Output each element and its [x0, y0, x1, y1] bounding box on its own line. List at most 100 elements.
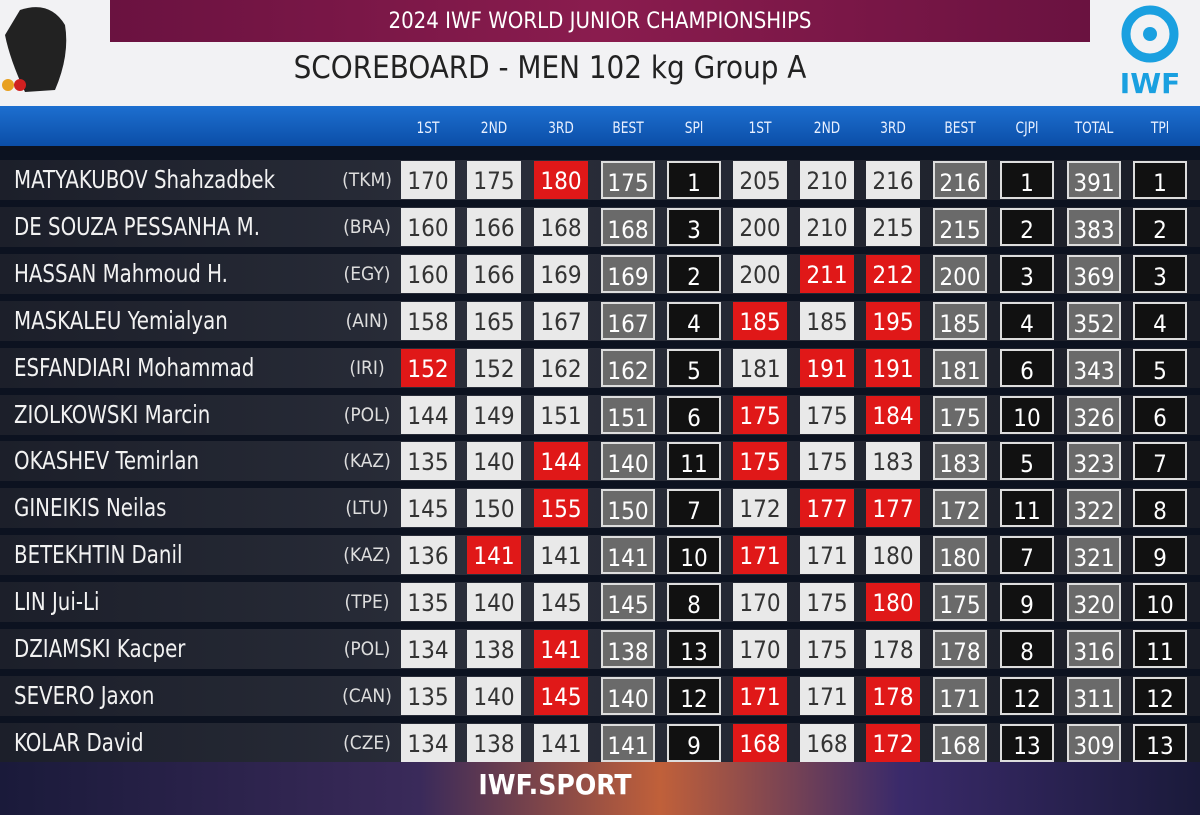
cj-attempt: 175 [800, 630, 854, 668]
nation: (CAN) [342, 684, 392, 707]
snatch-best: 140 [601, 676, 655, 715]
snatch-attempt: 140 [467, 676, 521, 715]
column-header: 1ST [748, 118, 772, 137]
cj-attempt: 178 [866, 676, 920, 715]
total-rank: 12 [1133, 676, 1187, 715]
cj-attempt: 185 [733, 301, 787, 340]
nation: (TKM) [342, 169, 392, 191]
nation: (CZE) [343, 731, 391, 754]
snatch-attempt: 141 [467, 536, 521, 575]
athlete-name: LIN Jui-Li [14, 587, 100, 617]
cj-rank: 3 [1000, 254, 1054, 293]
snatch-rank: 1 [667, 161, 721, 199]
cj-rank: 2 [1000, 207, 1054, 246]
cj-best: 178 [933, 630, 987, 668]
snatch-rank: 8 [667, 583, 721, 622]
cj-attempt: 177 [800, 489, 854, 528]
snatch-attempt: 180 [534, 161, 588, 199]
cj-attempt: 216 [866, 161, 920, 199]
snatch-best: 145 [601, 583, 655, 622]
cj-rank: 11 [1000, 489, 1054, 528]
snatch-rank: 10 [667, 536, 721, 575]
cj-attempt: 171 [733, 676, 787, 715]
snatch-attempt: 144 [534, 442, 588, 481]
cj-attempt: 171 [800, 676, 854, 715]
cj-attempt: 168 [800, 723, 854, 762]
athlete-name: MASKALEU Yemialyan [14, 305, 228, 335]
athlete-name: KOLAR David [14, 727, 144, 757]
cj-rank: 1 [1000, 161, 1054, 199]
cj-best: 175 [933, 395, 987, 434]
total-rank: 9 [1133, 536, 1187, 575]
snatch-best: 141 [601, 536, 655, 575]
cj-attempt: 200 [733, 207, 787, 246]
column-header: CJPl [1015, 118, 1039, 137]
snatch-best: 167 [601, 301, 655, 340]
cj-attempt: 195 [866, 301, 920, 340]
snatch-rank: 4 [667, 301, 721, 340]
cj-rank: 10 [1000, 395, 1054, 434]
snatch-attempt: 149 [467, 395, 521, 434]
athlete-name: HASSAN Mahmoud H. [14, 258, 228, 288]
snatch-best: 150 [601, 489, 655, 528]
snatch-best: 138 [601, 630, 655, 668]
snatch-attempt: 145 [534, 583, 588, 622]
snatch-attempt: 152 [467, 348, 521, 387]
athlete-name: BETEKHTIN Danil [14, 540, 183, 570]
cj-attempt: 175 [800, 583, 854, 622]
cj-rank: 9 [1000, 583, 1054, 622]
snatch-attempt: 135 [401, 676, 455, 715]
total: 321 [1067, 536, 1121, 575]
cj-attempt: 210 [800, 207, 854, 246]
snatch-attempt: 140 [467, 583, 521, 622]
nation: (KAZ) [343, 450, 391, 473]
cj-attempt: 170 [733, 583, 787, 622]
snatch-rank: 5 [667, 348, 721, 387]
snatch-attempt: 141 [534, 723, 588, 762]
nation: (IRI) [349, 356, 385, 379]
cj-attempt: 171 [733, 536, 787, 575]
cj-attempt: 181 [733, 348, 787, 387]
column-header-bar [0, 106, 1200, 146]
snatch-best: 162 [601, 348, 655, 387]
snatch-best: 169 [601, 254, 655, 293]
snatch-attempt: 167 [534, 301, 588, 340]
snatch-attempt: 158 [401, 301, 455, 340]
cj-rank: 5 [1000, 442, 1054, 481]
event-title: 2024 IWF WORLD JUNIOR CHAMPIONSHIPS [388, 9, 812, 34]
total: 309 [1067, 723, 1121, 762]
total-rank: 4 [1133, 301, 1187, 340]
total: 343 [1067, 348, 1121, 387]
snatch-rank: 3 [667, 207, 721, 246]
snatch-attempt: 136 [401, 536, 455, 575]
nation: (POL) [343, 638, 391, 660]
total-rank: 2 [1133, 207, 1187, 246]
column-header: 2ND [480, 118, 508, 137]
total-rank: 8 [1133, 489, 1187, 528]
cj-rank: 4 [1000, 301, 1054, 340]
cj-attempt: 178 [866, 630, 920, 668]
cj-attempt: 184 [866, 395, 920, 434]
nation: (AIN) [345, 309, 389, 332]
iwf-logo: IWF [1120, 5, 1180, 100]
cj-attempt: 180 [866, 536, 920, 575]
snatch-rank: 7 [667, 489, 721, 528]
column-header: 3RD [548, 118, 574, 137]
cj-best: 175 [933, 583, 987, 622]
cj-attempt: 211 [800, 254, 854, 293]
snatch-attempt: 134 [401, 630, 455, 668]
snatch-attempt: 145 [534, 676, 588, 715]
cj-attempt: 200 [733, 254, 787, 293]
footer-bar [0, 762, 1200, 815]
snatch-attempt: 162 [534, 348, 588, 387]
cj-attempt: 172 [733, 489, 787, 528]
cj-attempt: 175 [800, 442, 854, 481]
total: 316 [1067, 630, 1121, 668]
total: 326 [1067, 395, 1121, 434]
total-rank: 10 [1133, 583, 1187, 622]
cj-attempt: 171 [800, 536, 854, 575]
cj-best: 172 [933, 489, 987, 528]
nation: (BRA) [343, 215, 391, 238]
cj-attempt: 183 [866, 442, 920, 481]
snatch-best: 168 [601, 207, 655, 246]
